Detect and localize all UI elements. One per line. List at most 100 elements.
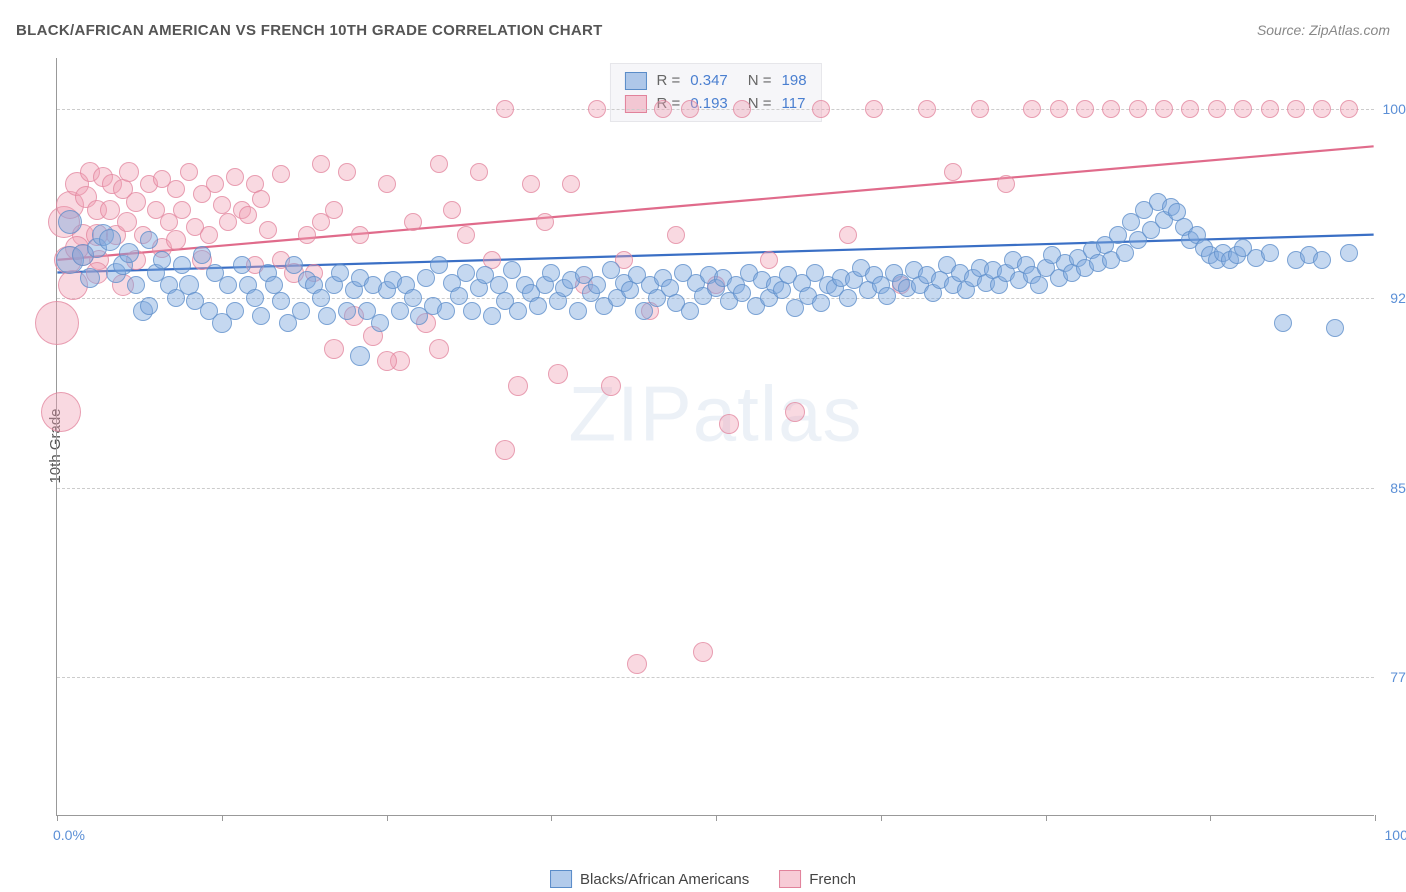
n-value-pink: 117 xyxy=(782,93,806,116)
data-point-blue xyxy=(1313,251,1331,269)
data-point-blue xyxy=(463,302,481,320)
data-point-pink xyxy=(200,226,218,244)
data-point-blue xyxy=(483,307,501,325)
data-point-pink xyxy=(1234,100,1252,118)
data-point-blue xyxy=(529,297,547,315)
data-point-pink xyxy=(536,213,554,231)
data-point-pink xyxy=(239,206,257,224)
data-point-pink xyxy=(259,221,277,239)
stats-legend: R = 0.347 N = 198 R = 0.193 N = 117 xyxy=(609,63,821,122)
stats-row-pink: R = 0.193 N = 117 xyxy=(624,93,806,116)
data-point-pink xyxy=(312,155,330,173)
data-point-pink xyxy=(1340,100,1358,118)
data-point-pink xyxy=(1050,100,1068,118)
data-point-blue xyxy=(99,229,121,251)
data-point-pink xyxy=(681,100,699,118)
data-point-pink xyxy=(760,251,778,269)
n-label: N = xyxy=(748,70,772,93)
data-point-blue xyxy=(226,302,244,320)
data-point-pink xyxy=(812,100,830,118)
stats-row-blue: R = 0.347 N = 198 xyxy=(624,70,806,93)
data-point-pink xyxy=(719,414,739,434)
data-point-blue xyxy=(252,307,270,325)
data-point-blue xyxy=(450,287,468,305)
y-tick-label: 85.0% xyxy=(1390,480,1406,496)
data-point-blue xyxy=(371,314,389,332)
data-point-blue xyxy=(233,256,251,274)
n-value-blue: 198 xyxy=(782,70,807,93)
r-value-blue: 0.347 xyxy=(690,70,728,93)
data-point-pink xyxy=(1261,100,1279,118)
data-point-blue xyxy=(292,302,310,320)
data-point-pink xyxy=(693,642,713,662)
x-tick xyxy=(716,815,717,821)
data-point-pink xyxy=(167,180,185,198)
y-tick-label: 77.5% xyxy=(1390,669,1406,685)
data-point-pink xyxy=(839,226,857,244)
x-tick xyxy=(881,815,882,821)
data-point-pink xyxy=(1155,100,1173,118)
data-point-pink xyxy=(41,392,81,432)
data-point-pink xyxy=(733,100,751,118)
gridline xyxy=(57,677,1374,678)
data-point-pink xyxy=(378,175,396,193)
data-point-pink xyxy=(1129,100,1147,118)
gridline xyxy=(57,109,1374,110)
data-point-pink xyxy=(495,440,515,460)
data-point-pink xyxy=(1208,100,1226,118)
swatch-pink xyxy=(624,95,646,113)
data-point-pink xyxy=(522,175,540,193)
data-point-pink xyxy=(548,364,568,384)
data-point-blue xyxy=(569,302,587,320)
data-point-pink xyxy=(226,168,244,186)
data-point-pink xyxy=(404,213,422,231)
data-point-pink xyxy=(206,175,224,193)
y-tick-label: 100.0% xyxy=(1383,101,1406,117)
data-point-pink xyxy=(180,163,198,181)
data-point-blue xyxy=(331,264,349,282)
data-point-pink xyxy=(997,175,1015,193)
x-tick xyxy=(1210,815,1211,821)
data-point-blue xyxy=(285,256,303,274)
data-point-blue xyxy=(457,264,475,282)
data-point-pink xyxy=(1023,100,1041,118)
series-legend: Blacks/African Americans French xyxy=(550,870,856,888)
legend-label-pink: French xyxy=(809,871,856,888)
data-point-pink xyxy=(100,200,120,220)
data-point-pink xyxy=(443,201,461,219)
data-point-blue xyxy=(812,294,830,312)
data-point-pink xyxy=(430,155,448,173)
legend-item-blue: Blacks/African Americans xyxy=(550,870,749,888)
data-point-pink xyxy=(1287,100,1305,118)
data-point-pink xyxy=(272,165,290,183)
data-point-blue xyxy=(839,289,857,307)
data-point-pink xyxy=(119,162,139,182)
data-point-blue xyxy=(542,264,560,282)
data-point-pink xyxy=(496,100,514,118)
source-label: Source: ZipAtlas.com xyxy=(1257,22,1390,38)
swatch-blue xyxy=(624,72,646,90)
data-point-blue xyxy=(272,292,290,310)
data-point-pink xyxy=(865,100,883,118)
data-point-pink xyxy=(918,100,936,118)
data-point-blue xyxy=(173,256,191,274)
data-point-blue xyxy=(318,307,336,325)
data-point-pink xyxy=(470,163,488,181)
data-point-pink xyxy=(166,230,186,250)
data-point-pink xyxy=(1102,100,1120,118)
data-point-pink xyxy=(944,163,962,181)
n-label: N = xyxy=(748,93,772,116)
data-point-blue xyxy=(127,276,145,294)
data-point-blue xyxy=(119,243,139,263)
data-point-blue xyxy=(1261,244,1279,262)
data-point-pink xyxy=(1181,100,1199,118)
x-tick xyxy=(57,815,58,821)
data-point-pink xyxy=(627,654,647,674)
r-label: R = xyxy=(656,70,680,93)
swatch-pink xyxy=(779,870,801,888)
data-point-pink xyxy=(173,201,191,219)
data-point-pink xyxy=(213,196,231,214)
data-point-pink xyxy=(252,190,270,208)
y-tick-label: 92.5% xyxy=(1390,290,1406,306)
legend-item-pink: French xyxy=(779,870,856,888)
